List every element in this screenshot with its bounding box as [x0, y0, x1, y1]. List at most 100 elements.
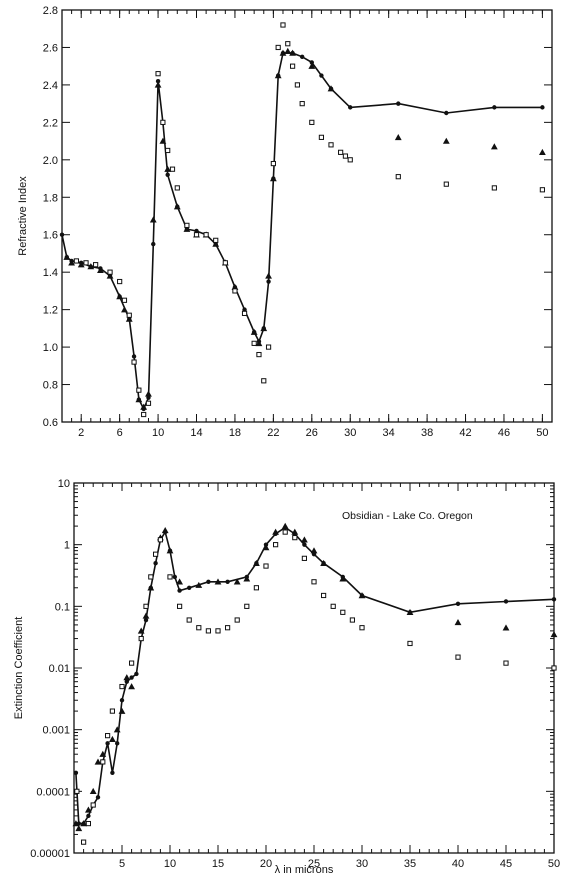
data-point-triangle [550, 631, 558, 638]
data-point-square [174, 185, 180, 191]
data-point-square [184, 222, 190, 228]
data-point-square [309, 119, 315, 125]
data-point-triangle [147, 584, 155, 591]
data-point-square [321, 592, 327, 599]
refractive-index-panel: 2 6 10 14 18 22 26 30 34 38 42 46 500.60.81.01.21.41… [17, 5, 553, 439]
data-point-triangle [442, 137, 450, 144]
data-point-triangle [279, 49, 287, 56]
data-point-circle [134, 671, 139, 677]
data-point-triangle [233, 578, 241, 585]
y-tick-label: 0.00001 [30, 848, 70, 860]
data-point-square [253, 585, 260, 591]
data-point-triangle [149, 216, 157, 223]
data-point-square [299, 101, 305, 107]
x-tick-label: 20 [260, 858, 272, 870]
data-point-square [205, 628, 212, 634]
data-point-circle [309, 60, 315, 65]
data-point-triangle [212, 240, 220, 247]
y-tick-label: 1.8 [43, 192, 58, 204]
data-point-triangle [339, 575, 347, 582]
data-point-square [213, 237, 219, 243]
data-point-triangle [161, 527, 169, 534]
data-point-square [85, 820, 92, 827]
data-point-square [141, 411, 147, 418]
data-point-circle [124, 679, 129, 684]
data-point-square [270, 160, 276, 167]
data-point-square [347, 157, 353, 163]
data-point-triangle [135, 396, 143, 403]
x-tick-label: 5 [119, 858, 125, 870]
data-point-triangle [140, 403, 148, 410]
data-point-triangle [269, 175, 277, 182]
data-point-triangle [284, 47, 292, 54]
data-point-square [273, 542, 279, 548]
x-tick-label: 50 [548, 858, 560, 870]
data-point-triangle [176, 578, 183, 585]
data-point-square [160, 119, 166, 125]
y-axis-title: Extinction Coefficient [13, 617, 25, 720]
x-tick-label: 30 [356, 858, 368, 870]
y-axis-title: Refractive Index [17, 176, 29, 256]
series-triangle [72, 522, 558, 832]
sample-annotation: Obsidian - Lake Co. Oregon [342, 510, 473, 522]
y-tick-label: 0.01 [49, 663, 70, 675]
data-point-triangle [154, 81, 162, 88]
data-point-circle [165, 172, 170, 177]
y-tick-label: 0.001 [42, 725, 70, 737]
data-point-triangle [94, 758, 102, 765]
data-point-triangle [145, 390, 152, 397]
data-point-square [261, 378, 267, 384]
data-point-circle [319, 73, 324, 78]
data-point-square [155, 71, 161, 77]
data-point-triangle [128, 683, 135, 690]
data-point-circle [396, 101, 401, 106]
x-tick-label: 42 [459, 427, 471, 439]
data-point-triangle [113, 726, 121, 733]
data-point-triangle [173, 203, 181, 210]
y-tick-label: 1 [64, 540, 70, 552]
x-tick-label: 40 [452, 858, 464, 870]
data-point-square [100, 759, 106, 765]
plot-frame [61, 9, 553, 423]
data-point-square [143, 603, 149, 609]
data-point-square [328, 142, 334, 148]
data-point-triangle [68, 259, 76, 266]
data-point-triangle [502, 624, 510, 631]
data-point-square [294, 82, 300, 88]
data-point-triangle [89, 787, 97, 795]
data-point-circle [119, 698, 125, 703]
data-point-square [503, 660, 509, 666]
data-point-triangle [77, 261, 85, 268]
data-point-triangle [116, 293, 124, 300]
x-axis-title: λ in microns [275, 864, 334, 875]
data-point-circle [194, 228, 199, 234]
data-point-circle [187, 585, 192, 590]
data-point-square [169, 166, 176, 172]
data-point-triangle [272, 528, 279, 535]
x-tick-label: 50 [536, 427, 548, 439]
x-tick-label: 45 [500, 858, 512, 870]
data-point-circle [131, 354, 137, 359]
data-point-circle [115, 741, 120, 746]
data-point-square [109, 708, 116, 714]
data-point-triangle [85, 806, 92, 813]
series-square [73, 22, 545, 418]
data-point-square [244, 603, 250, 609]
data-point-circle [348, 105, 353, 110]
data-point-circle [266, 279, 271, 284]
data-point-triangle [265, 272, 272, 279]
data-point-triangle [125, 315, 133, 322]
x-tick-label: 22 [267, 427, 279, 439]
data-point-triangle [123, 674, 131, 681]
y-tick-label: 0.8 [43, 380, 58, 392]
data-point-square [234, 617, 240, 623]
data-point-square [251, 340, 257, 346]
data-point-square [443, 181, 449, 187]
data-point-circle [105, 741, 110, 746]
data-point-square [301, 555, 307, 561]
data-point-square [203, 232, 209, 238]
data-point-circle [551, 597, 557, 602]
data-point-square [225, 625, 231, 631]
data-point-triangle [253, 559, 260, 566]
y-tick-label: 1.4 [43, 267, 58, 279]
